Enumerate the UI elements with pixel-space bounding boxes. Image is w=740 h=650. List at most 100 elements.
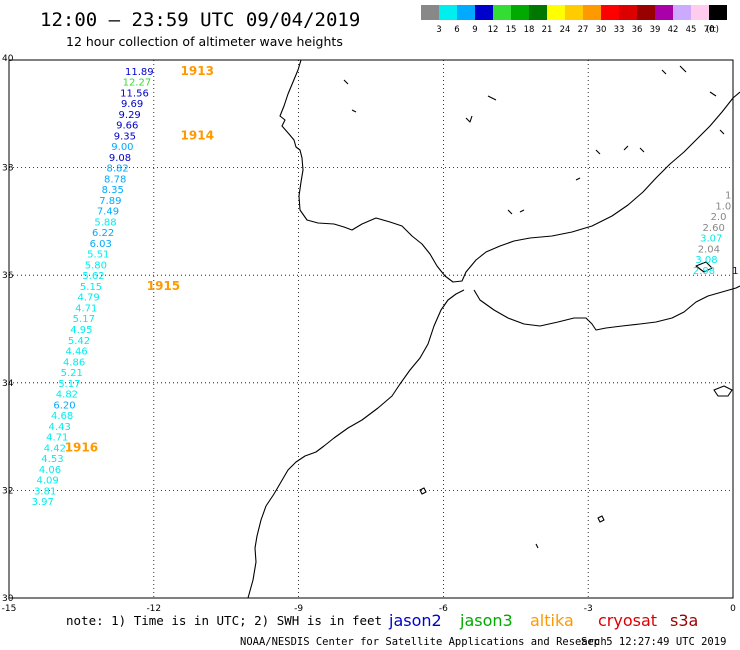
y-tick-label: 36 [2, 271, 14, 281]
y-tick-label: 30 [2, 594, 14, 604]
track-value-label: 9.00 [111, 142, 133, 153]
x-tick-label: 0 [730, 604, 736, 614]
y-tick-label: 38 [2, 164, 14, 174]
footnote: note: 1) Time is in UTC; 2) SWH is in fe… [66, 613, 382, 628]
colorbar-tick-label: 39 [650, 25, 661, 35]
colorbar-tick-label: 15 [506, 25, 517, 35]
colorbar-tick-label: 42 [668, 25, 679, 35]
track-value-label: 5.42 [68, 336, 90, 347]
island-1 [419, 487, 427, 495]
track-value-label: 9.08 [109, 153, 131, 164]
colorbar-tick-label: 21 [542, 25, 553, 35]
legend-entry-cryosat: cryosat [598, 611, 657, 630]
edge-value-label: 1 [725, 191, 731, 202]
pass-time-label: 1913 [181, 64, 214, 78]
track-value-label: 4.53 [41, 454, 63, 465]
pass-time-labels: 1913 1914 1915 1916 [65, 64, 214, 455]
track-value-label: 8.78 [104, 174, 126, 185]
edge-value-label: 2.98 [693, 266, 715, 277]
track-value-label: 4.82 [56, 390, 78, 401]
track-value-label: 5.21 [61, 368, 83, 379]
colorbar-tick-label: 3 [436, 25, 441, 35]
track-value-label: 7.49 [97, 207, 119, 218]
track-value-label: 6.03 [90, 239, 112, 250]
colorbar-swatch [457, 5, 475, 20]
pass-time-label: 1916 [65, 440, 98, 454]
colorbar-tick-label: 70 [704, 25, 715, 35]
chart-title: 12:00 – 23:59 UTC 09/04/2019 [40, 9, 360, 31]
track-value-label: 5.51 [87, 250, 109, 261]
satellite-track: 11.8912.2711.569.699.299.669.359.009.088… [32, 67, 154, 508]
track-value-label: 7.89 [99, 196, 121, 207]
edge-value-label: 1 [732, 266, 738, 277]
colorbar-tick-label: 33 [614, 25, 625, 35]
colorbar-swatch [511, 5, 529, 20]
track-value-label: 4.86 [63, 357, 85, 368]
colorbar-tick-label: 6 [454, 25, 459, 35]
legend-entry-s3a: s3a [670, 611, 698, 630]
track-value-label: 3.97 [32, 497, 54, 508]
edge-value-label: 2.04 [698, 244, 720, 255]
track-value-label: 4.79 [78, 293, 100, 304]
colorbar-swatch [691, 5, 709, 20]
colorbar-swatch [619, 5, 637, 20]
track-value-label: 4.43 [49, 422, 71, 433]
colorbar-swatch [637, 5, 655, 20]
africa-north-coastline [473, 285, 740, 331]
track-value-label: 8.35 [102, 185, 124, 196]
colorbar-tick-label: 12 [488, 25, 499, 35]
track-value-label: 5.15 [80, 282, 102, 293]
x-tick-label: -3 [584, 604, 593, 614]
island-balearic [695, 261, 713, 273]
y-tick-label: 40 [2, 54, 14, 64]
colorbar-tick-label: 36 [632, 25, 643, 35]
x-tick-label: -12 [146, 604, 161, 614]
track-value-label: 4.95 [70, 325, 92, 336]
edge-value-label: 3.07 [700, 234, 722, 245]
colorbar-tick-label: 27 [578, 25, 589, 35]
y-tick-label: 32 [2, 486, 13, 496]
track-value-label: 6.22 [92, 228, 114, 239]
track-value-label: 4.71 [46, 433, 68, 444]
legend: jason2 jason3 altika cryosat s3a [388, 611, 698, 630]
colorbar-swatch [709, 5, 727, 20]
island-3 [535, 543, 539, 549]
coastline [247, 59, 740, 599]
x-tick-label: -15 [2, 604, 17, 614]
track-value-label: 6.20 [53, 400, 75, 411]
colorbar-swatch [493, 5, 511, 20]
track-value-label: 11.89 [125, 67, 154, 78]
track-value-label: 9.69 [121, 99, 143, 110]
colorbar-tick-label: 18 [524, 25, 535, 35]
legend-entry-jason2: jason2 [388, 611, 442, 630]
track-value-label: 8.82 [106, 164, 128, 175]
edge-value-label: 2.0 [711, 212, 727, 223]
colorbar-swatch [655, 5, 673, 20]
colorbar-swatch [475, 5, 493, 20]
colorbar: 3 6 9 12 15 18 21 24 27 30 33 36 39 42 45 70(ft) [421, 5, 727, 35]
track-value-label: 9.66 [116, 121, 138, 132]
timestamp: Sep 5 12:27:49 UTC 2019 [581, 636, 726, 648]
colorbar-tick-label: 45 [686, 25, 697, 35]
x-tick-label: -6 [439, 604, 448, 614]
colorbar-swatch [421, 5, 439, 20]
track-value-label: 5.17 [58, 379, 80, 390]
track-value-label: 4.71 [75, 303, 97, 314]
edge-track: 11.02.02.603.072.043.082.98 1 [693, 191, 739, 277]
island-2 [597, 515, 605, 523]
colorbar-swatch [583, 5, 601, 20]
track-value-label: 4.42 [44, 443, 66, 454]
colorbar-swatch [601, 5, 619, 20]
colorbar-unit: (ft) [706, 25, 719, 35]
track-value-label: 5.17 [73, 314, 95, 325]
track-value-label: 4.06 [39, 465, 61, 476]
colorbar-swatch [673, 5, 691, 20]
edge-value-label: 3.08 [695, 255, 717, 266]
colorbar-tick-label: 24 [560, 25, 571, 35]
track-value-label: 5.80 [85, 260, 107, 271]
track-value-label: 11.56 [120, 88, 149, 99]
pass-time-label: 1914 [181, 128, 214, 142]
track-value-label: 4.68 [51, 411, 73, 422]
colorbar-swatch [547, 5, 565, 20]
